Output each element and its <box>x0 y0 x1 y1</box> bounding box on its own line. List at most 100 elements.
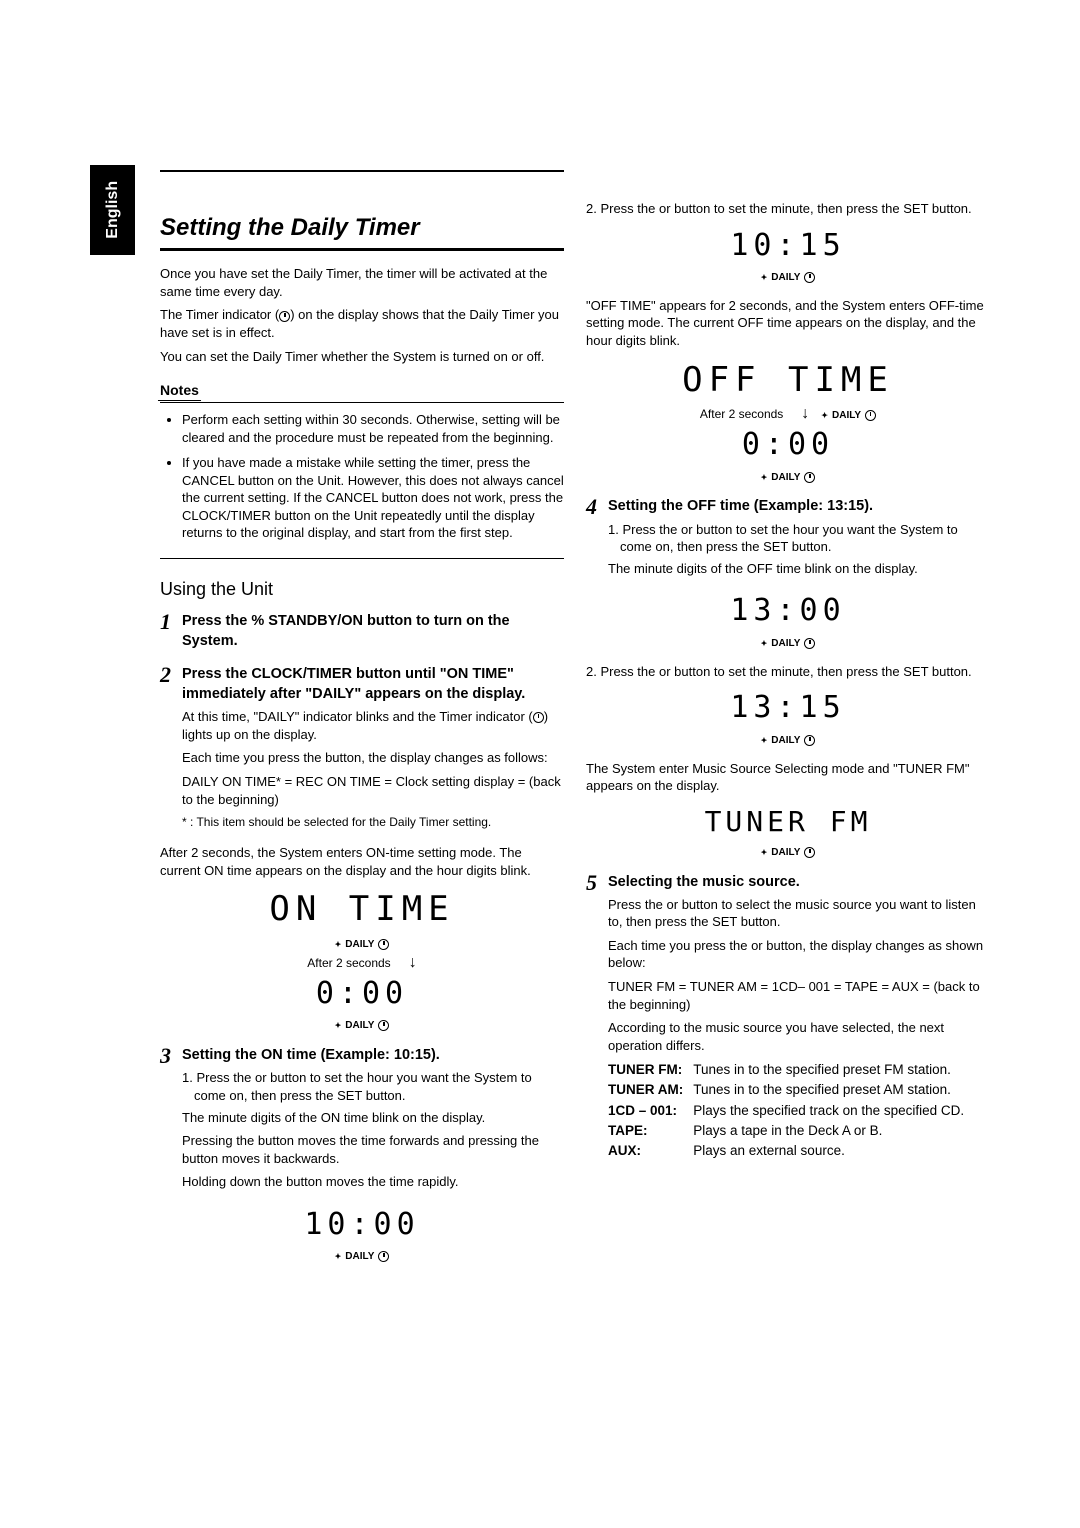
sources-table: TUNER FM:Tunes in to the specified prese… <box>608 1060 972 1161</box>
daily-indicator: DAILY <box>761 471 816 485</box>
clock-icon <box>804 847 815 858</box>
clock-icon <box>804 735 815 746</box>
sparkle-icon <box>761 471 768 485</box>
daily-indicator: DAILY <box>761 271 816 285</box>
step-5: 5 Selecting the music source. Press the … <box>586 872 990 1162</box>
sparkle-icon <box>821 409 828 423</box>
step-substep: 1. Press the or button to set the hour y… <box>182 1069 564 1104</box>
table-row: TUNER FM:Tunes in to the specified prese… <box>608 1060 972 1080</box>
down-arrow-icon: ↓ <box>409 952 417 974</box>
lcd-on-time: ON TIME DAILY After 2 seconds ↓ 0:00 DAI… <box>160 887 564 1033</box>
page-number: - <box>128 186 133 208</box>
step-3: 3 Setting the ON time (Example: 10:15). … <box>160 1045 564 1197</box>
step-number: 5 <box>586 872 608 1162</box>
right-column: 2. Press the or button to set the minute… <box>586 170 990 1276</box>
paragraph: The System enter Music Source Selecting … <box>586 760 990 795</box>
language-tab: English <box>90 165 135 255</box>
sparkle-icon <box>761 637 768 651</box>
sparkle-icon <box>761 271 768 285</box>
lcd-1300: 13:00 DAILY <box>586 591 990 650</box>
table-row: 1CD – 001:Plays the specified track on t… <box>608 1101 972 1121</box>
step-body-text: Pressing the button moves the time forwa… <box>182 1132 564 1167</box>
step-body-text: Press the or button to select the music … <box>608 896 990 931</box>
step-number: 1 <box>160 611 182 656</box>
clock-icon <box>804 638 815 649</box>
step-footnote: * : This item should be selected for the… <box>182 814 564 830</box>
lcd-text: 10:15 <box>586 226 990 267</box>
daily-indicator: DAILY <box>761 734 816 748</box>
step-1: 1 Press the % STANDBY/ON button to turn … <box>160 611 564 656</box>
sparkle-icon <box>761 734 768 748</box>
lcd-1015: 10:15 DAILY <box>586 226 990 285</box>
lcd-text: 0:00 <box>586 425 990 466</box>
intro-paragraph: You can set the Daily Timer whether the … <box>160 348 564 366</box>
lcd-text: ON TIME <box>160 887 564 933</box>
notes-section: Notes Perform each setting within 30 sec… <box>160 371 564 559</box>
lcd-text: 13:00 <box>586 591 990 632</box>
step-title: Setting the ON time (Example: 10:15). <box>182 1045 564 1065</box>
lcd-text: 10:00 <box>160 1205 564 1246</box>
step-number: 2 <box>160 664 182 837</box>
lcd-tuner: TUNER FM DAILY <box>586 803 990 860</box>
lcd-text: TUNER FM <box>586 803 990 841</box>
daily-indicator: DAILY <box>335 1250 390 1264</box>
subsection-title: Using the Unit <box>160 577 564 601</box>
clock-icon <box>533 712 544 723</box>
paragraph: "OFF TIME" appears for 2 seconds, and th… <box>586 297 990 350</box>
step-body-text: Each time you press the or button, the d… <box>608 937 990 972</box>
after-2s-label: After 2 seconds <box>700 406 783 422</box>
clock-icon <box>378 1020 389 1031</box>
daily-indicator: DAILY <box>335 938 390 952</box>
daily-indicator: DAILY <box>761 637 816 651</box>
clock-icon <box>378 1251 389 1262</box>
left-column: Setting the Daily Timer Once you have se… <box>160 170 564 1276</box>
daily-indicator: DAILY <box>821 409 876 423</box>
section-divider <box>160 170 564 172</box>
step-body-text: The minute digits of the ON time blink o… <box>182 1109 564 1127</box>
step-title: Press the % STANDBY/ON button to turn on… <box>182 611 564 652</box>
sparkle-icon <box>761 846 768 860</box>
clock-icon <box>279 311 290 322</box>
step-title: Setting the OFF time (Example: 13:15). <box>608 496 990 516</box>
sparkle-icon <box>335 938 342 952</box>
note-item: If you have made a mistake while setting… <box>182 454 564 542</box>
step-substep: 1. Press the or button to set the hour y… <box>608 521 990 556</box>
clock-icon <box>865 410 876 421</box>
lcd-off-time: OFF TIME After 2 seconds ↓ DAILY 0:00 DA… <box>586 358 990 485</box>
clock-icon <box>804 472 815 483</box>
sparkle-icon <box>335 1019 342 1033</box>
step-4: 4 Setting the OFF time (Example: 13:15).… <box>586 496 990 583</box>
paragraph: After 2 seconds, the System enters ON-ti… <box>160 844 564 879</box>
step-body-text: According to the music source you have s… <box>608 1019 990 1054</box>
clock-icon <box>378 939 389 950</box>
daily-indicator: DAILY <box>761 846 816 860</box>
clock-icon <box>804 272 815 283</box>
lcd-1315: 13:15 DAILY <box>586 688 990 747</box>
step-body-text: Each time you press the button, the disp… <box>182 749 564 767</box>
step-body-text: DAILY ON TIME* = REC ON TIME = Clock set… <box>182 773 564 808</box>
step-number: 4 <box>586 496 608 583</box>
down-arrow-icon: ↓ <box>801 403 809 425</box>
step-body-text: Holding down the button moves the time r… <box>182 1173 564 1191</box>
step-substep: 2. Press the or button to set the minute… <box>586 200 990 218</box>
step-2: 2 Press the CLOCK/TIMER button until "ON… <box>160 664 564 837</box>
notes-header: Notes <box>160 381 199 400</box>
daily-indicator: DAILY <box>335 1019 390 1033</box>
language-label: English <box>102 181 124 239</box>
lcd-1000: 10:00 DAILY <box>160 1205 564 1264</box>
step-title: Press the CLOCK/TIMER button until "ON T… <box>182 664 564 705</box>
step-number: 3 <box>160 1045 182 1197</box>
step-body-text: The minute digits of the OFF time blink … <box>608 560 990 578</box>
lcd-text: 13:15 <box>586 688 990 729</box>
step-body-text: At this time, "DAILY" indicator blinks a… <box>182 708 564 743</box>
table-row: AUX:Plays an external source. <box>608 1141 972 1161</box>
step-substep: 2. Press the or button to set the minute… <box>586 663 990 681</box>
after-2s-label: After 2 seconds <box>307 955 390 971</box>
intro-paragraph: The Timer indicator () on the display sh… <box>160 306 564 341</box>
lcd-text: OFF TIME <box>586 358 990 404</box>
intro-paragraph: Once you have set the Daily Timer, the t… <box>160 265 564 300</box>
content-columns: Setting the Daily Timer Once you have se… <box>160 170 990 1276</box>
lcd-text: 0:00 <box>160 974 564 1015</box>
step-title: Selecting the music source. <box>608 872 990 892</box>
section-title: Setting the Daily Timer <box>160 212 564 251</box>
